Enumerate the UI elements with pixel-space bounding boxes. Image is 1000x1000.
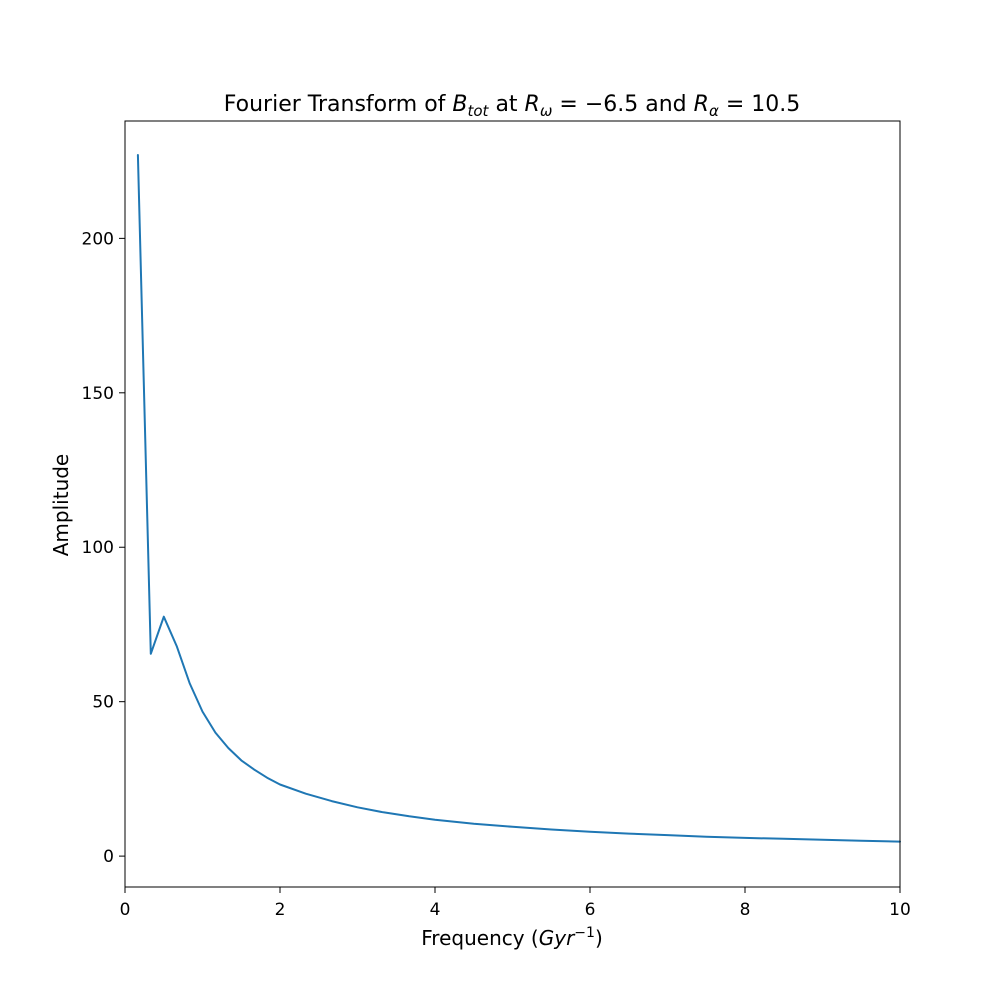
- y-tick-label: 100: [82, 538, 114, 558]
- y-tick-label: 150: [82, 384, 114, 404]
- x-axis-label: Frequency (Gyr−1): [421, 925, 603, 950]
- x-tick-label: 6: [585, 900, 596, 920]
- plot-frame: [124, 120, 901, 888]
- x-tick-label: 10: [889, 900, 911, 920]
- x-tick-label: 2: [275, 900, 286, 920]
- plot-background: [125, 121, 900, 887]
- x-tick-label: 0: [120, 900, 131, 920]
- x-tick-label: 8: [740, 900, 751, 920]
- y-tick-label: 0: [103, 847, 114, 867]
- y-axis-label: Amplitude: [49, 454, 73, 557]
- x-tick-label: 4: [430, 900, 441, 920]
- series-line: [136, 154, 901, 843]
- y-tick-label: 200: [82, 229, 114, 249]
- chart-title: Fourier Transform of Btot at Rω = −6.5 a…: [224, 92, 800, 120]
- y-tick-label: 50: [92, 693, 114, 713]
